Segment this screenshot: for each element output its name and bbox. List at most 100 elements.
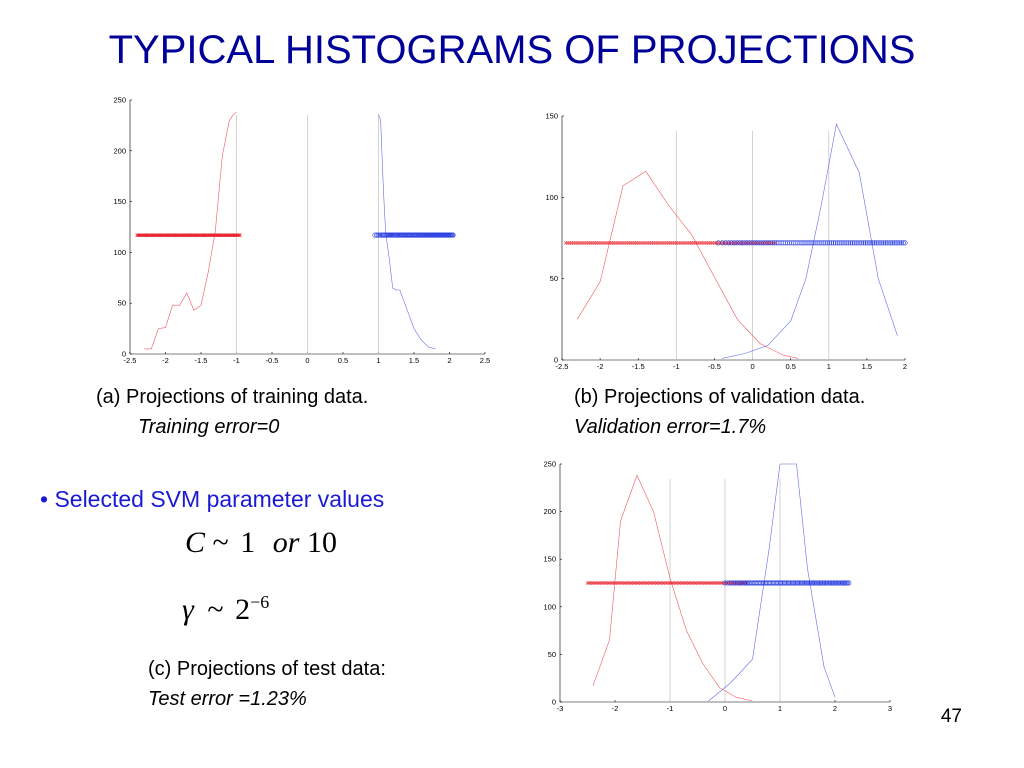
projection-marker: [682, 581, 687, 585]
histogram-line-red: [592, 474, 753, 702]
projection-marker: [629, 581, 633, 585]
projection-marker: [868, 240, 874, 246]
projection-marker: [601, 581, 606, 585]
projection-marker: [806, 580, 812, 586]
y-tick-label: 150: [545, 112, 558, 121]
projection-marker: [375, 232, 381, 238]
projection-marker: [613, 581, 617, 585]
projection-marker: [710, 581, 715, 585]
projection-marker: [801, 240, 807, 246]
projection-marker: [795, 580, 801, 586]
page-number: 47: [940, 706, 962, 727]
projection-marker: [795, 240, 801, 246]
projection-marker: [805, 240, 811, 246]
projection-marker: [797, 240, 803, 246]
projection-marker: [723, 240, 729, 246]
histogram-line-blue: [708, 463, 836, 702]
projection-marker: [788, 580, 794, 586]
projection-marker: [690, 581, 694, 585]
projection-marker: [698, 581, 703, 585]
param-c-tilde: ~: [212, 526, 229, 559]
projection-marker: [840, 240, 846, 246]
projection-marker: [590, 581, 594, 585]
projection-marker: [643, 581, 648, 585]
projection-marker: [879, 240, 885, 246]
projection-marker: [886, 240, 892, 246]
projection-marker: [585, 581, 590, 585]
projection-marker: [895, 240, 901, 246]
y-tick-label: 150: [543, 555, 556, 564]
projection-marker: [807, 580, 813, 586]
projection-marker: [798, 580, 804, 586]
projection-marker: [694, 581, 699, 585]
projection-marker: [817, 580, 823, 586]
projection-marker: [685, 581, 690, 585]
param-gamma-exponent: −6: [250, 592, 270, 612]
projection-marker: [734, 240, 740, 246]
projection-marker: [681, 581, 686, 585]
projection-marker: [603, 581, 607, 585]
projection-marker: [374, 232, 380, 238]
projection-marker: [703, 581, 707, 585]
projection-marker: [727, 580, 733, 586]
projection-marker: [739, 580, 745, 586]
y-tick-label: 0: [552, 698, 556, 707]
projection-marker: [827, 580, 833, 586]
y-tick-label: 200: [543, 507, 556, 516]
projection-marker: [626, 581, 630, 585]
projection-marker: [779, 580, 785, 586]
projection-marker: [708, 581, 713, 585]
projection-marker: [728, 240, 734, 246]
x-tick-label: 0: [723, 704, 727, 713]
projection-marker: [697, 581, 701, 585]
projection-marker: [605, 581, 610, 585]
projection-marker: [832, 580, 838, 586]
projection-marker: [859, 240, 865, 246]
projection-marker: [813, 240, 819, 246]
projection-marker: [898, 240, 904, 246]
projection-marker: [662, 581, 667, 585]
projection-marker: [799, 240, 805, 246]
histogram-line-blue: [378, 114, 436, 350]
projection-marker: [640, 581, 645, 585]
projection-marker: [897, 240, 903, 246]
projection-marker: [785, 580, 791, 586]
projection-marker: [791, 580, 797, 586]
projection-marker: [691, 581, 696, 585]
projection-marker: [881, 240, 887, 246]
x-tick-label: -0.5: [708, 362, 721, 371]
y-tick-label: 50: [548, 650, 556, 659]
x-tick-label: 0: [305, 356, 309, 365]
projection-marker: [716, 581, 720, 585]
histogram-line-red: [144, 111, 237, 350]
projection-marker: [882, 240, 888, 246]
projection-marker: [600, 581, 604, 585]
projection-marker: [711, 581, 716, 585]
projection-marker: [749, 240, 755, 246]
projection-scatter-blue: [372, 232, 456, 238]
param-gamma-base: 2: [235, 593, 251, 626]
projection-marker: [833, 580, 839, 586]
projection-marker: [731, 580, 737, 586]
projection-marker: [598, 581, 603, 585]
projection-marker: [784, 580, 790, 586]
projection-marker: [607, 581, 612, 585]
projection-marker: [739, 240, 745, 246]
projection-marker: [877, 240, 883, 246]
caption-training-sub: Training error=0: [138, 416, 280, 438]
projection-marker: [801, 580, 807, 586]
projection-marker: [844, 240, 850, 246]
projection-marker: [658, 581, 662, 585]
projection-marker: [714, 581, 719, 585]
projection-marker: [846, 580, 852, 586]
y-tick-label: 100: [543, 602, 556, 611]
projection-marker: [726, 240, 732, 246]
projection-marker: [891, 240, 897, 246]
projection-marker: [639, 581, 643, 585]
x-tick-label: -1: [233, 356, 240, 365]
projection-marker: [653, 581, 658, 585]
projection-marker: [734, 580, 740, 586]
projection-marker: [807, 240, 813, 246]
projection-marker: [780, 580, 786, 586]
projection-scatter-blue: [722, 580, 852, 586]
